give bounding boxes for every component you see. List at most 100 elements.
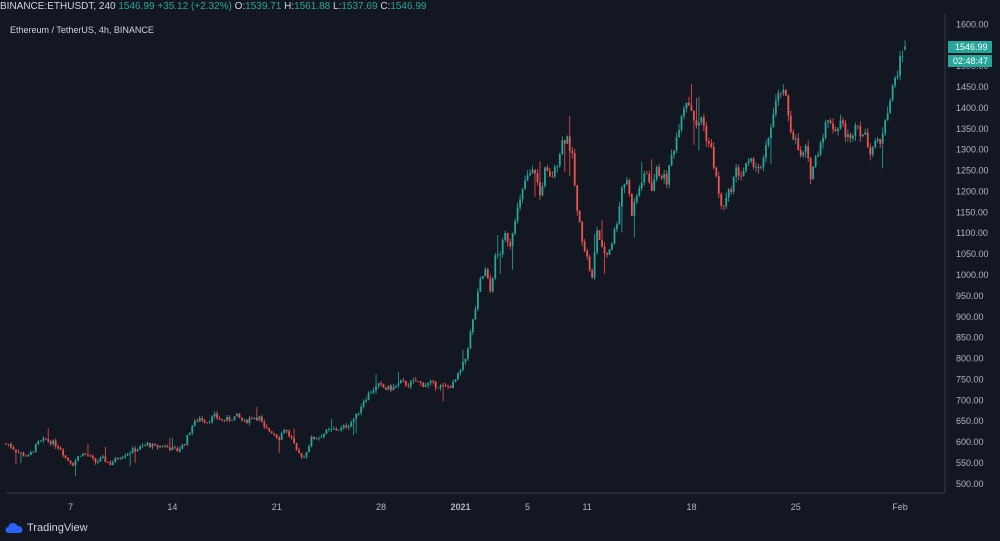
price-tick-label: 950.00 bbox=[956, 291, 984, 301]
candle-body bbox=[847, 134, 849, 138]
candle-body bbox=[141, 445, 144, 447]
price-tick-label: 600.00 bbox=[956, 437, 984, 447]
candle-body bbox=[419, 381, 422, 383]
candle-body bbox=[47, 439, 50, 442]
candle-body bbox=[442, 385, 444, 387]
candle-body bbox=[750, 158, 752, 162]
candle-body bbox=[375, 386, 377, 391]
footer-bar bbox=[0, 517, 1000, 541]
candle-body bbox=[233, 416, 236, 421]
candle-body bbox=[707, 141, 710, 144]
candle-body bbox=[896, 75, 899, 78]
candle-body bbox=[633, 202, 636, 216]
candle-body bbox=[787, 95, 790, 116]
candle-body bbox=[342, 425, 345, 428]
candle-body bbox=[124, 455, 127, 457]
candle-body bbox=[144, 445, 146, 446]
candle-body bbox=[491, 278, 494, 292]
candle-body bbox=[121, 456, 124, 459]
tradingview-logo[interactable]: TradingView bbox=[5, 522, 88, 534]
time-tick-label: Feb bbox=[892, 502, 908, 512]
candle-body bbox=[601, 240, 603, 247]
candle-body bbox=[772, 113, 775, 128]
candle-body bbox=[757, 167, 760, 169]
candle-body bbox=[740, 175, 743, 177]
candle-body bbox=[673, 150, 675, 155]
candle-body bbox=[32, 451, 35, 453]
candle-body bbox=[216, 413, 218, 419]
candle-body bbox=[598, 230, 601, 241]
candle-body bbox=[228, 416, 231, 421]
price-tick-label: 850.00 bbox=[956, 333, 984, 343]
time-tick-label: 28 bbox=[376, 502, 386, 512]
candle-body bbox=[573, 153, 576, 186]
candle-body bbox=[134, 448, 137, 452]
candle-body bbox=[310, 436, 313, 447]
price-tick-label: 1450.00 bbox=[956, 82, 989, 92]
candle-body bbox=[318, 437, 320, 439]
candles bbox=[5, 40, 906, 477]
close-value: 1546.99 bbox=[390, 1, 427, 12]
candle-body bbox=[29, 452, 32, 455]
candle-body bbox=[203, 420, 206, 423]
candle-body bbox=[690, 105, 693, 111]
candle-body bbox=[7, 444, 10, 445]
candle-body bbox=[819, 142, 822, 155]
candle-body bbox=[139, 446, 142, 450]
candle-body bbox=[260, 416, 263, 422]
candle-body bbox=[576, 185, 579, 211]
candle-body bbox=[524, 180, 526, 189]
time-tick-label: 18 bbox=[686, 502, 696, 512]
candle-body bbox=[280, 433, 283, 440]
candle-body bbox=[223, 419, 226, 421]
time-tick-label: 21 bbox=[272, 502, 282, 512]
candle-body bbox=[486, 269, 489, 279]
candle-body bbox=[551, 176, 554, 178]
candle-body bbox=[439, 385, 442, 389]
candle-body bbox=[422, 382, 425, 387]
candle-body bbox=[325, 429, 328, 434]
candle-body bbox=[578, 210, 581, 222]
candle-body bbox=[529, 173, 531, 176]
candle-body bbox=[390, 385, 392, 391]
candle-body bbox=[889, 100, 892, 113]
last-price-tag: 1546.99 bbox=[948, 41, 992, 53]
time-axis[interactable]: 7 14 21 28 2021 5 11 18 25 Feb bbox=[68, 502, 908, 512]
candle-body bbox=[663, 173, 666, 179]
candle-body bbox=[151, 444, 154, 448]
candle-body bbox=[476, 291, 479, 310]
candle-body bbox=[89, 455, 92, 457]
candle-body bbox=[412, 380, 415, 382]
candle-body bbox=[623, 184, 626, 188]
candle-body bbox=[231, 420, 233, 422]
candle-body bbox=[397, 383, 400, 386]
chart-title: Ethereum / TetherUS, 4h, BINANCE bbox=[10, 25, 154, 35]
candle-body bbox=[72, 463, 74, 466]
candle-body bbox=[173, 447, 176, 449]
candle-body bbox=[824, 122, 827, 138]
candle-body bbox=[265, 426, 268, 429]
candle-body bbox=[675, 137, 678, 151]
symbol-label[interactable]: BINANCE:ETHUSDT, 240 bbox=[0, 1, 116, 12]
price-tick-label: 1400.00 bbox=[956, 103, 989, 113]
candle-body bbox=[186, 434, 189, 446]
candle-body bbox=[812, 166, 815, 180]
candle-body bbox=[732, 177, 735, 192]
candle-body bbox=[837, 128, 839, 132]
candle-body bbox=[136, 449, 139, 452]
candle-body bbox=[583, 241, 586, 251]
candle-body bbox=[109, 462, 112, 465]
candle-body bbox=[404, 381, 407, 386]
candle-body bbox=[710, 143, 713, 147]
candle-body bbox=[901, 56, 904, 57]
candle-body bbox=[839, 120, 842, 129]
candle-body bbox=[467, 348, 469, 359]
candle-body bbox=[735, 167, 738, 178]
candle-body bbox=[844, 123, 847, 138]
candle-body bbox=[832, 123, 834, 130]
candle-body bbox=[784, 89, 787, 96]
candle-body bbox=[635, 195, 638, 203]
candle-body bbox=[506, 233, 509, 243]
candle-body bbox=[742, 170, 745, 177]
